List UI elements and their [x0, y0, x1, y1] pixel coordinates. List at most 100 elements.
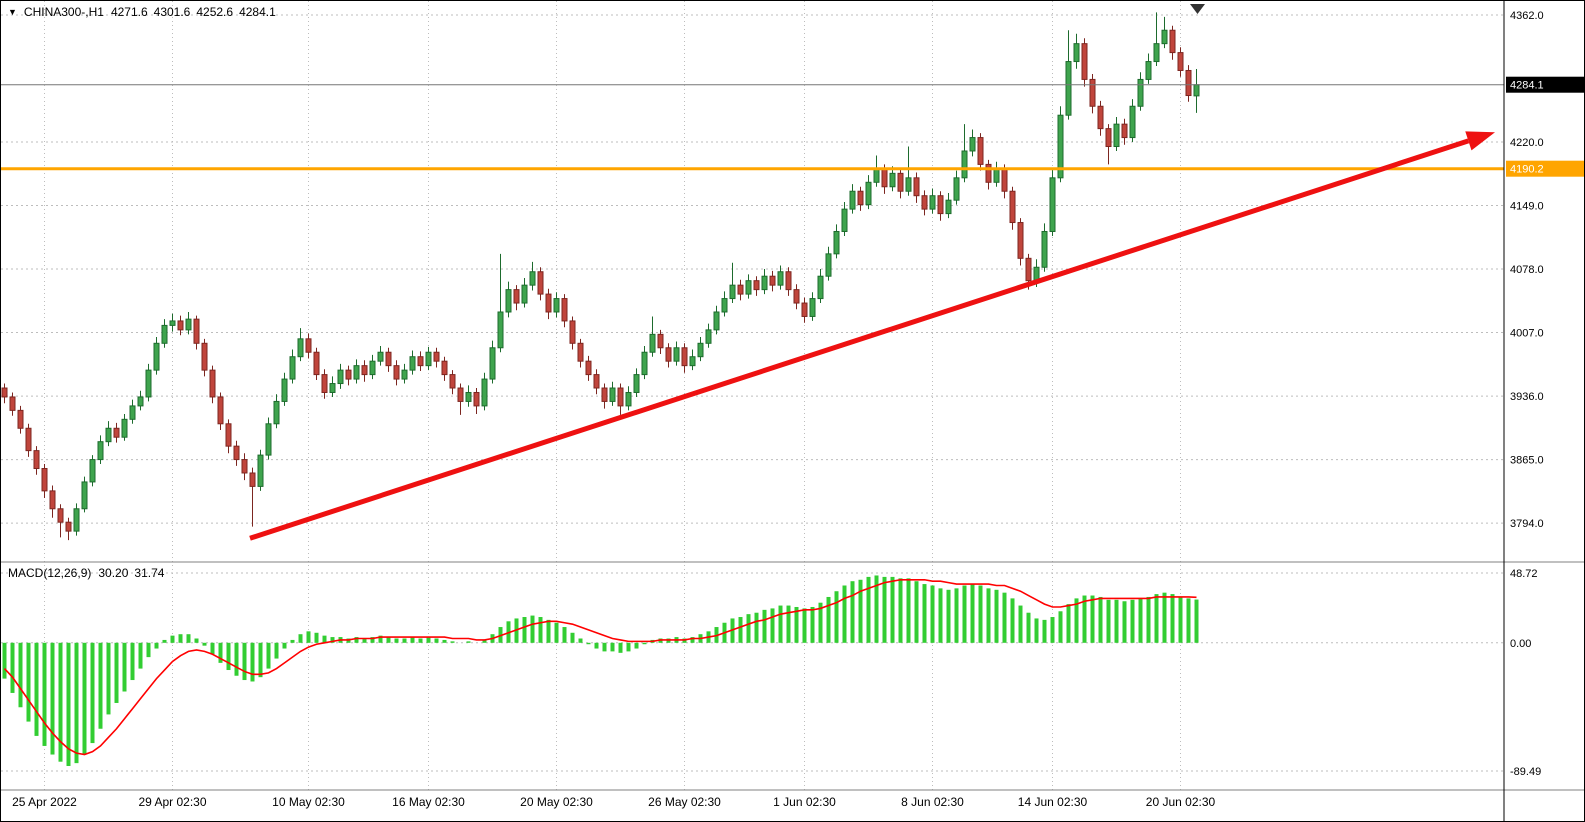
macd-histogram-bar	[794, 606, 799, 643]
price-axis-label: 4078.0	[1510, 264, 1544, 276]
candle-body	[81, 481, 88, 510]
macd-histogram-bar	[626, 642, 631, 652]
ohlc-high: 4301.6	[153, 5, 191, 19]
candle-body	[705, 329, 712, 344]
candle-body	[329, 383, 336, 393]
candle-body	[833, 230, 840, 255]
candle-body	[1161, 29, 1168, 45]
macd-histogram-bar	[538, 617, 543, 643]
candle-body	[17, 409, 24, 429]
candle-body	[161, 324, 168, 344]
macd-histogram-bar	[194, 638, 199, 643]
time-axis-label: 8 Jun 02:30	[901, 795, 964, 809]
candle-body	[353, 365, 360, 380]
candle-body	[657, 333, 664, 349]
macd-values: 30.20 31.74	[98, 566, 164, 580]
macd-histogram-bar	[1146, 596, 1151, 643]
macd-histogram-bar	[1074, 598, 1079, 643]
ohlc-close: 4284.1	[239, 5, 276, 19]
candle-body	[209, 369, 216, 398]
candle-body	[73, 508, 80, 532]
macd-axis-label: 0.00	[1510, 638, 1531, 650]
macd-histogram-bar	[370, 637, 375, 643]
time-axis-label: 25 Apr 2022	[12, 795, 77, 809]
candle-body	[641, 351, 648, 376]
macd-histogram-bar	[298, 634, 303, 643]
macd-histogram-bar	[898, 578, 903, 643]
macd-histogram-bar	[642, 642, 647, 645]
macd-histogram-bar	[834, 591, 839, 643]
macd-histogram-bar	[178, 634, 183, 643]
macd-histogram-bar	[314, 632, 319, 643]
macd-histogram-bar	[218, 642, 223, 663]
candle-body	[65, 521, 72, 532]
candle-body	[633, 374, 640, 393]
macd-histogram-bar	[18, 642, 23, 708]
time-axis-label: 29 Apr 02:30	[138, 795, 206, 809]
collapse-icon[interactable]: ▼	[8, 6, 17, 17]
macd-histogram-bar	[1026, 612, 1031, 643]
time-axis-label: 26 May 02:30	[648, 795, 721, 809]
macd-signal-value: 31.74	[134, 566, 165, 580]
macd-histogram-bar	[250, 642, 255, 682]
macd-histogram-bar	[978, 585, 983, 643]
macd-layer	[2, 575, 1199, 766]
macd-histogram-bar	[74, 642, 79, 764]
macd-histogram-bar	[1130, 599, 1135, 643]
candle-body	[57, 508, 64, 523]
macd-histogram-bar	[1002, 592, 1007, 643]
macd-histogram-bar	[394, 638, 399, 643]
time-axis-label: 16 May 02:30	[392, 795, 465, 809]
time-axis-label: 1 Jun 02:30	[773, 795, 836, 809]
macd-histogram-bar	[1186, 598, 1191, 643]
candle-body	[241, 459, 248, 474]
candle-body	[977, 137, 984, 165]
candle-body	[1137, 78, 1144, 107]
candle-body	[265, 423, 272, 456]
candle-body	[769, 275, 776, 286]
candle-body	[1177, 52, 1184, 71]
candle-body	[801, 302, 808, 317]
candle-body	[201, 342, 208, 371]
candle-body	[913, 177, 920, 197]
candle-body	[1009, 190, 1016, 224]
candle-body	[217, 396, 224, 425]
candle-body	[1105, 128, 1112, 148]
macd-histogram-bar	[882, 576, 887, 643]
candle-body	[169, 320, 176, 326]
candle-body	[233, 445, 240, 461]
ohlc-low: 4252.6	[196, 5, 234, 19]
chart-shift-marker	[1190, 4, 1205, 14]
candle-body	[1065, 61, 1072, 116]
macd-histogram-bar	[810, 606, 815, 643]
macd-histogram-bar	[986, 588, 991, 643]
candle-body	[481, 378, 488, 407]
candle-body	[929, 195, 936, 210]
candle-body	[881, 168, 888, 188]
price-axis-label: 4362.0	[1510, 10, 1544, 22]
candle-body	[97, 441, 104, 461]
candle-body	[1073, 43, 1080, 63]
candle-body	[1089, 78, 1096, 107]
candle-body	[1153, 43, 1160, 63]
candle-body	[1193, 84, 1200, 97]
candle-body	[865, 181, 872, 206]
candle-body	[681, 347, 688, 367]
macd-histogram-bar	[866, 576, 871, 643]
macd-histogram-bar	[522, 617, 527, 643]
price-axis-label: 4220.0	[1510, 137, 1544, 149]
candles-layer	[1, 12, 1200, 541]
macd-histogram-bar	[162, 639, 167, 643]
candle-body	[377, 351, 384, 362]
candle-body	[369, 360, 376, 376]
candle-body	[1113, 123, 1120, 148]
candle-body	[257, 454, 264, 487]
candle-body	[1121, 123, 1128, 139]
macd-histogram-bar	[930, 585, 935, 643]
candle-body	[609, 387, 616, 402]
macd-histogram-bar	[738, 617, 743, 643]
candle-body	[489, 347, 496, 380]
candle-body	[945, 199, 952, 215]
candle-body	[713, 311, 720, 331]
